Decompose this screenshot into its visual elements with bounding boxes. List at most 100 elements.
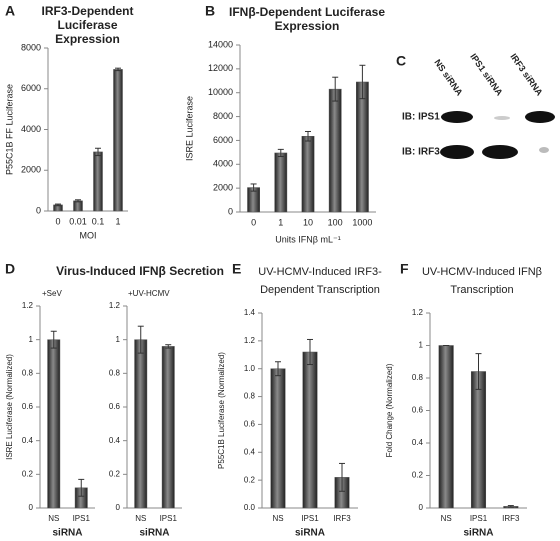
chart-title: UV-HCMV-Induced IRF3-Dependent Transcrip… <box>258 266 382 296</box>
y-tick-label: 8000 <box>21 42 41 52</box>
row-label: IB: IPS1 <box>402 112 440 123</box>
y-tick-label: 0.8 <box>412 373 424 382</box>
y-axis-label: ISRE Luciferase <box>184 96 194 161</box>
x-tick-label: IRF3 <box>502 514 520 523</box>
y-tick-label: 6000 <box>213 135 233 145</box>
bar <box>438 345 454 509</box>
y-tick-label: 1 <box>116 335 121 344</box>
y-tick-label: 1.4 <box>244 308 256 317</box>
y-tick-label: 0.8 <box>109 368 121 377</box>
y-tick-label: 0 <box>228 206 233 216</box>
x-tick-label: IPS1 <box>73 514 91 523</box>
panel-letter: C <box>396 53 406 69</box>
bar <box>302 351 318 509</box>
blot-band <box>440 145 474 159</box>
blot-band <box>525 111 555 123</box>
y-tick-label: 1 <box>419 341 424 350</box>
lane-label: IRF3 siRNA <box>508 52 545 98</box>
bar <box>93 151 103 212</box>
subtitle: +SeV <box>42 289 62 298</box>
y-tick-label: 0.4 <box>22 436 34 445</box>
bar <box>328 88 342 213</box>
bar <box>356 81 369 213</box>
lane-label: IPS1 siRNA <box>468 52 505 98</box>
blot-band <box>482 145 518 159</box>
y-tick-label: 0 <box>116 503 121 512</box>
x-tick-label: NS <box>441 514 452 523</box>
y-tick-label: 0.2 <box>22 469 34 478</box>
y-tick-label: 0 <box>29 503 34 512</box>
x-tick-label: IRF3 <box>333 514 351 523</box>
y-tick-label: 0.6 <box>22 402 34 411</box>
y-tick-label: 4000 <box>21 124 41 134</box>
y-tick-label: 6000 <box>21 83 41 93</box>
x-tick-label: 0 <box>251 217 256 227</box>
panel-letter: A <box>5 3 15 19</box>
x-tick-label: 0.01 <box>69 216 87 226</box>
bar <box>301 136 315 213</box>
y-tick-label: 10000 <box>208 87 233 97</box>
x-axis-label: siRNA <box>139 528 169 539</box>
y-tick-label: 1.2 <box>412 308 424 317</box>
chart-title: Virus-Induced IFNβ Secretion <box>56 264 224 278</box>
y-tick-label: 0.8 <box>244 392 256 401</box>
blot-band <box>441 111 473 123</box>
blot-panel: C NS siRNA IPS1 siRNA IRF3 siRNA IB: IPS… <box>396 52 555 165</box>
y-tick-label: 0.4 <box>412 438 424 447</box>
y-tick-label: 0.6 <box>109 402 121 411</box>
y-tick-label: 8000 <box>213 111 233 121</box>
y-tick-label: 0.2 <box>244 475 256 484</box>
y-tick-label: 0.2 <box>109 469 121 478</box>
subtitle: +UV-HCMV <box>128 289 170 298</box>
blot-band <box>539 147 549 153</box>
x-tick-label: NS <box>48 514 59 523</box>
lane-label: NS siRNA <box>432 57 465 98</box>
y-tick-label: 0.6 <box>412 406 424 415</box>
bar <box>73 200 83 212</box>
x-tick-label: 1000 <box>352 217 372 227</box>
y-tick-label: 0.6 <box>244 420 256 429</box>
y-axis-label: P55C1B FF Luciferase <box>4 84 14 175</box>
x-axis-label: Units IFNβ mL⁻¹ <box>275 234 340 244</box>
x-axis-label: siRNA <box>463 528 493 539</box>
y-tick-label: 0 <box>36 205 41 215</box>
x-tick-label: 1 <box>115 216 120 226</box>
y-tick-label: 14000 <box>208 39 233 49</box>
x-axis-label: siRNA <box>52 528 82 539</box>
bar <box>161 346 175 509</box>
chart-title: IRF3-Dependent Luciferase Expression <box>41 4 134 46</box>
blot-band <box>494 116 510 120</box>
bar <box>47 339 61 509</box>
y-tick-label: 1.0 <box>244 364 256 373</box>
y-tick-label: 1.2 <box>109 301 121 310</box>
bar <box>274 152 288 213</box>
x-tick-label: 1 <box>278 217 283 227</box>
bar <box>134 339 148 509</box>
bar <box>470 371 487 509</box>
y-tick-label: 0.2 <box>412 471 424 480</box>
x-axis-label: siRNA <box>295 528 325 539</box>
y-tick-label: 0 <box>419 503 424 512</box>
y-axis-label: Fold Change (Normalized) <box>385 363 394 457</box>
y-tick-label: 2000 <box>213 183 233 193</box>
x-tick-label: IPS1 <box>160 514 178 523</box>
x-tick-label: IPS1 <box>470 514 488 523</box>
x-tick-label: 100 <box>328 217 343 227</box>
x-tick-label: NS <box>135 514 146 523</box>
y-tick-label: 2000 <box>21 165 41 175</box>
panel-letter: F <box>400 261 409 277</box>
y-axis-label: P55C1B Luciferase (Normalized) <box>217 352 226 469</box>
y-tick-label: 1.2 <box>244 336 256 345</box>
bar <box>113 69 123 212</box>
y-tick-label: 4000 <box>213 159 233 169</box>
y-tick-label: 0.0 <box>244 503 256 512</box>
y-axis-label: ISRE Luciferase (Normalized) <box>5 354 14 460</box>
chart-title: IFNβ-Dependent Luciferase Expression <box>228 5 386 33</box>
panel-letter: B <box>205 3 215 19</box>
x-tick-label: IPS1 <box>301 514 319 523</box>
row-label: IB: IRF3 <box>402 147 440 158</box>
x-tick-label: 0.1 <box>92 216 105 226</box>
panel-letter: E <box>232 261 241 277</box>
x-axis-label: MOI <box>80 230 97 240</box>
